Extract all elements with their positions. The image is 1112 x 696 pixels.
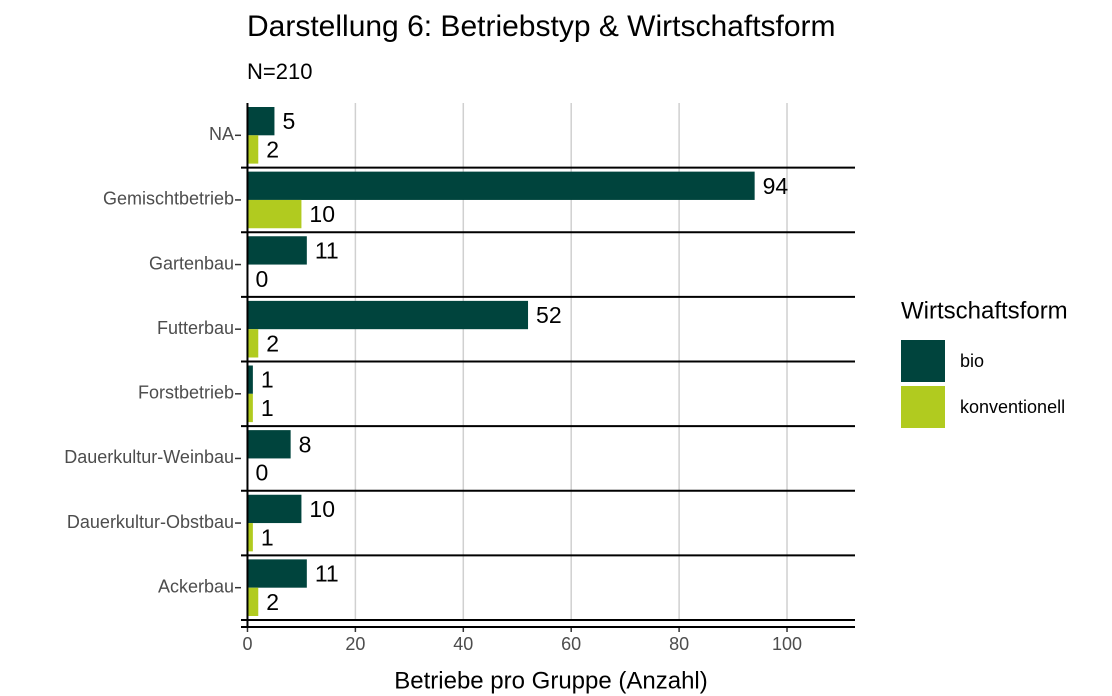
bar [247, 587, 259, 616]
bar [247, 300, 529, 330]
value-label: 10 [309, 201, 335, 227]
y-tick-label: Ackerbau [158, 576, 234, 596]
value-label: 0 [255, 460, 268, 486]
x-tick-label: 100 [772, 634, 802, 654]
y-tick-label: Dauerkultur-Obstbau [67, 512, 234, 532]
x-tick-label: 60 [561, 634, 581, 654]
x-tick-label: 80 [669, 634, 689, 654]
legend-title: Wirtschaftsform [901, 297, 1068, 324]
value-label: 94 [763, 173, 789, 199]
value-label: 1 [261, 395, 274, 421]
x-tick-label: 20 [345, 634, 365, 654]
y-tick-label: Dauerkultur-Weinbau [64, 447, 234, 467]
bar [247, 430, 291, 459]
value-label: 0 [255, 266, 268, 292]
value-label: 52 [536, 302, 562, 328]
bar [247, 523, 253, 552]
bar [247, 494, 302, 524]
value-label: 11 [315, 237, 339, 263]
x-tick-label: 0 [242, 634, 252, 654]
value-label: 8 [299, 431, 312, 457]
value-label: 2 [266, 330, 279, 356]
value-label: 10 [309, 496, 335, 522]
bar [247, 135, 259, 164]
value-label: 2 [266, 137, 279, 163]
legend-key [901, 386, 945, 428]
value-label: 1 [261, 367, 274, 393]
chart-subtitle: N=210 [247, 59, 312, 84]
y-tick-label: Forstbetrieb [138, 383, 234, 403]
legend-key [901, 340, 945, 382]
y-tick-label: Gartenbau [149, 253, 234, 273]
y-tick-label: Gemischtbetrieb [103, 189, 234, 209]
y-tick-label: Futterbau [157, 318, 234, 338]
legend-label: bio [960, 351, 984, 371]
bar [247, 329, 259, 358]
bar [247, 559, 307, 588]
legend-label: konventionell [960, 397, 1065, 417]
bar [247, 171, 755, 200]
bar [247, 236, 307, 265]
bar [247, 199, 302, 229]
x-axis-label: Betriebe pro Gruppe (Anzahl) [394, 667, 708, 694]
y-tick-label: NA [209, 124, 234, 144]
value-label: 11 [315, 561, 339, 587]
value-label: 2 [266, 589, 279, 615]
value-label: 1 [261, 524, 274, 550]
bar [247, 365, 253, 394]
bar [247, 393, 253, 423]
bar [247, 107, 275, 136]
value-label: 5 [282, 108, 295, 134]
chart-title: Darstellung 6: Betriebstyp & Wirtschafts… [247, 10, 836, 43]
x-tick-label: 40 [453, 634, 473, 654]
